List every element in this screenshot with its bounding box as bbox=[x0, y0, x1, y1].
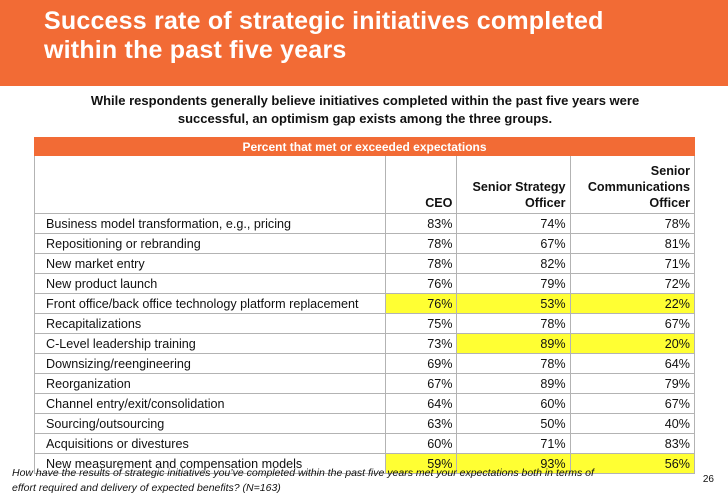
cell-sco: 56% bbox=[569, 453, 696, 474]
header-sso-line-1: Senior Strategy bbox=[472, 180, 566, 194]
table-row: Front office/back office technology plat… bbox=[34, 293, 696, 314]
header-sco-line-3: Officer bbox=[649, 196, 690, 210]
cell-sso: 82% bbox=[456, 253, 571, 274]
table-row: Acquisitions or divestures 60% 71% 83% bbox=[34, 433, 696, 454]
cell-sco: 22% bbox=[569, 293, 696, 314]
cell-sso: 60% bbox=[456, 393, 571, 414]
cell-sso: 89% bbox=[456, 333, 571, 354]
row-label: Front office/back office technology plat… bbox=[34, 293, 386, 314]
row-label: Acquisitions or divestures bbox=[34, 433, 386, 454]
cell-sco: 78% bbox=[569, 213, 696, 234]
row-label: Business model transformation, e.g., pri… bbox=[34, 213, 386, 234]
results-table: Percent that met or exceeded expectation… bbox=[34, 137, 696, 474]
cell-sco: 71% bbox=[569, 253, 696, 274]
cell-sso: 53% bbox=[456, 293, 571, 314]
cell-ceo: 67% bbox=[384, 373, 458, 394]
cell-sso: 67% bbox=[456, 233, 571, 254]
table-row: New market entry 78% 82% 71% bbox=[34, 253, 696, 274]
table-row: C-Level leadership training 73% 89% 20% bbox=[34, 333, 696, 354]
table-header-row: CEO Senior Strategy Officer Senior Commu… bbox=[34, 155, 696, 214]
table-row: New product launch 76% 79% 72% bbox=[34, 273, 696, 294]
header-senior-strategy-officer: Senior Strategy Officer bbox=[456, 155, 571, 214]
subtitle: While respondents generally believe init… bbox=[40, 92, 690, 128]
cell-ceo: 76% bbox=[384, 273, 458, 294]
cell-sco: 67% bbox=[569, 393, 696, 414]
cell-ceo: 78% bbox=[384, 253, 458, 274]
row-label: New measurement and compensation models bbox=[34, 453, 386, 474]
cell-ceo: 60% bbox=[384, 433, 458, 454]
cell-ceo: 59% bbox=[384, 453, 458, 474]
header-empty-cell bbox=[34, 155, 386, 214]
cell-sso: 78% bbox=[456, 313, 571, 334]
footnote-line-1: How have the results of strategic initia… bbox=[12, 467, 594, 479]
table-row: Recapitalizations 75% 78% 67% bbox=[34, 313, 696, 334]
cell-sco: 83% bbox=[569, 433, 696, 454]
cell-sco: 40% bbox=[569, 413, 696, 434]
header-sso-line-2: Officer bbox=[524, 196, 566, 210]
header-ceo: CEO bbox=[384, 155, 458, 214]
row-label: Sourcing/outsourcing bbox=[34, 413, 386, 434]
table-row: Repositioning or rebranding 78% 67% 81% bbox=[34, 233, 696, 254]
cell-ceo: 78% bbox=[384, 233, 458, 254]
row-label: Repositioning or rebranding bbox=[34, 233, 386, 254]
table-row: Channel entry/exit/consolidation 64% 60% 67… bbox=[34, 393, 696, 414]
row-label: Channel entry/exit/consolidation bbox=[34, 393, 386, 414]
cell-ceo: 83% bbox=[384, 213, 458, 234]
subtitle-line-1: While respondents generally believe init… bbox=[90, 93, 640, 108]
cell-sco: 67% bbox=[569, 313, 696, 334]
cell-sco: 72% bbox=[569, 273, 696, 294]
cell-sso: 78% bbox=[456, 353, 571, 374]
subtitle-line-2: successful, an optimism gap exists among… bbox=[177, 111, 553, 126]
header-ceo-text: CEO bbox=[425, 196, 453, 210]
table-row: New measurement and compensation models 5… bbox=[34, 453, 696, 474]
cell-ceo: 76% bbox=[384, 293, 458, 314]
cell-sso: 89% bbox=[456, 373, 571, 394]
cell-ceo: 73% bbox=[384, 333, 458, 354]
footnote: How have the results of strategic initia… bbox=[12, 466, 662, 496]
cell-sso: 74% bbox=[456, 213, 571, 234]
table-row: Business model transformation, e.g., pri… bbox=[34, 213, 696, 234]
title-line-1: Success rate of strategic initiatives co… bbox=[44, 7, 604, 35]
table-row: Sourcing/outsourcing 63% 50% 40% bbox=[34, 413, 696, 434]
row-label: Downsizing/reengineering bbox=[34, 353, 386, 374]
cell-sso: 93% bbox=[456, 453, 571, 474]
cell-sco: 81% bbox=[569, 233, 696, 254]
header-sco-line-1: Senior bbox=[650, 164, 690, 178]
title-bar: Success rate of strategic initiatives co… bbox=[0, 0, 728, 86]
row-label: Recapitalizations bbox=[34, 313, 386, 334]
slide-title: Success rate of strategic initiatives co… bbox=[44, 7, 684, 65]
cell-ceo: 63% bbox=[384, 413, 458, 434]
table-row: Downsizing/reengineering 69% 78% 64% bbox=[34, 353, 696, 374]
cell-sso: 79% bbox=[456, 273, 571, 294]
row-label: New product launch bbox=[34, 273, 386, 294]
row-label: C-Level leadership training bbox=[34, 333, 386, 354]
cell-ceo: 69% bbox=[384, 353, 458, 374]
header-sco-line-2: Communications bbox=[587, 180, 690, 194]
cell-sso: 71% bbox=[456, 433, 571, 454]
row-label: Reorganization bbox=[34, 373, 386, 394]
table-row: Reorganization 67% 89% 79% bbox=[34, 373, 696, 394]
cell-sco: 79% bbox=[569, 373, 696, 394]
cell-ceo: 75% bbox=[384, 313, 458, 334]
cell-sco: 64% bbox=[569, 353, 696, 374]
header-senior-communications-officer: Senior Communications Officer bbox=[569, 155, 696, 214]
cell-sco: 20% bbox=[569, 333, 696, 354]
cell-sso: 50% bbox=[456, 413, 571, 434]
table-band-label: Percent that met or exceeded expectation… bbox=[34, 137, 695, 156]
table-band-row: Percent that met or exceeded expectation… bbox=[34, 137, 695, 156]
page-number: 26 bbox=[702, 474, 714, 485]
cell-ceo: 64% bbox=[384, 393, 458, 414]
footnote-line-2: effort required and delivery of expected… bbox=[12, 482, 281, 494]
row-label: New market entry bbox=[34, 253, 386, 274]
title-line-2: within the past five years bbox=[44, 36, 347, 64]
